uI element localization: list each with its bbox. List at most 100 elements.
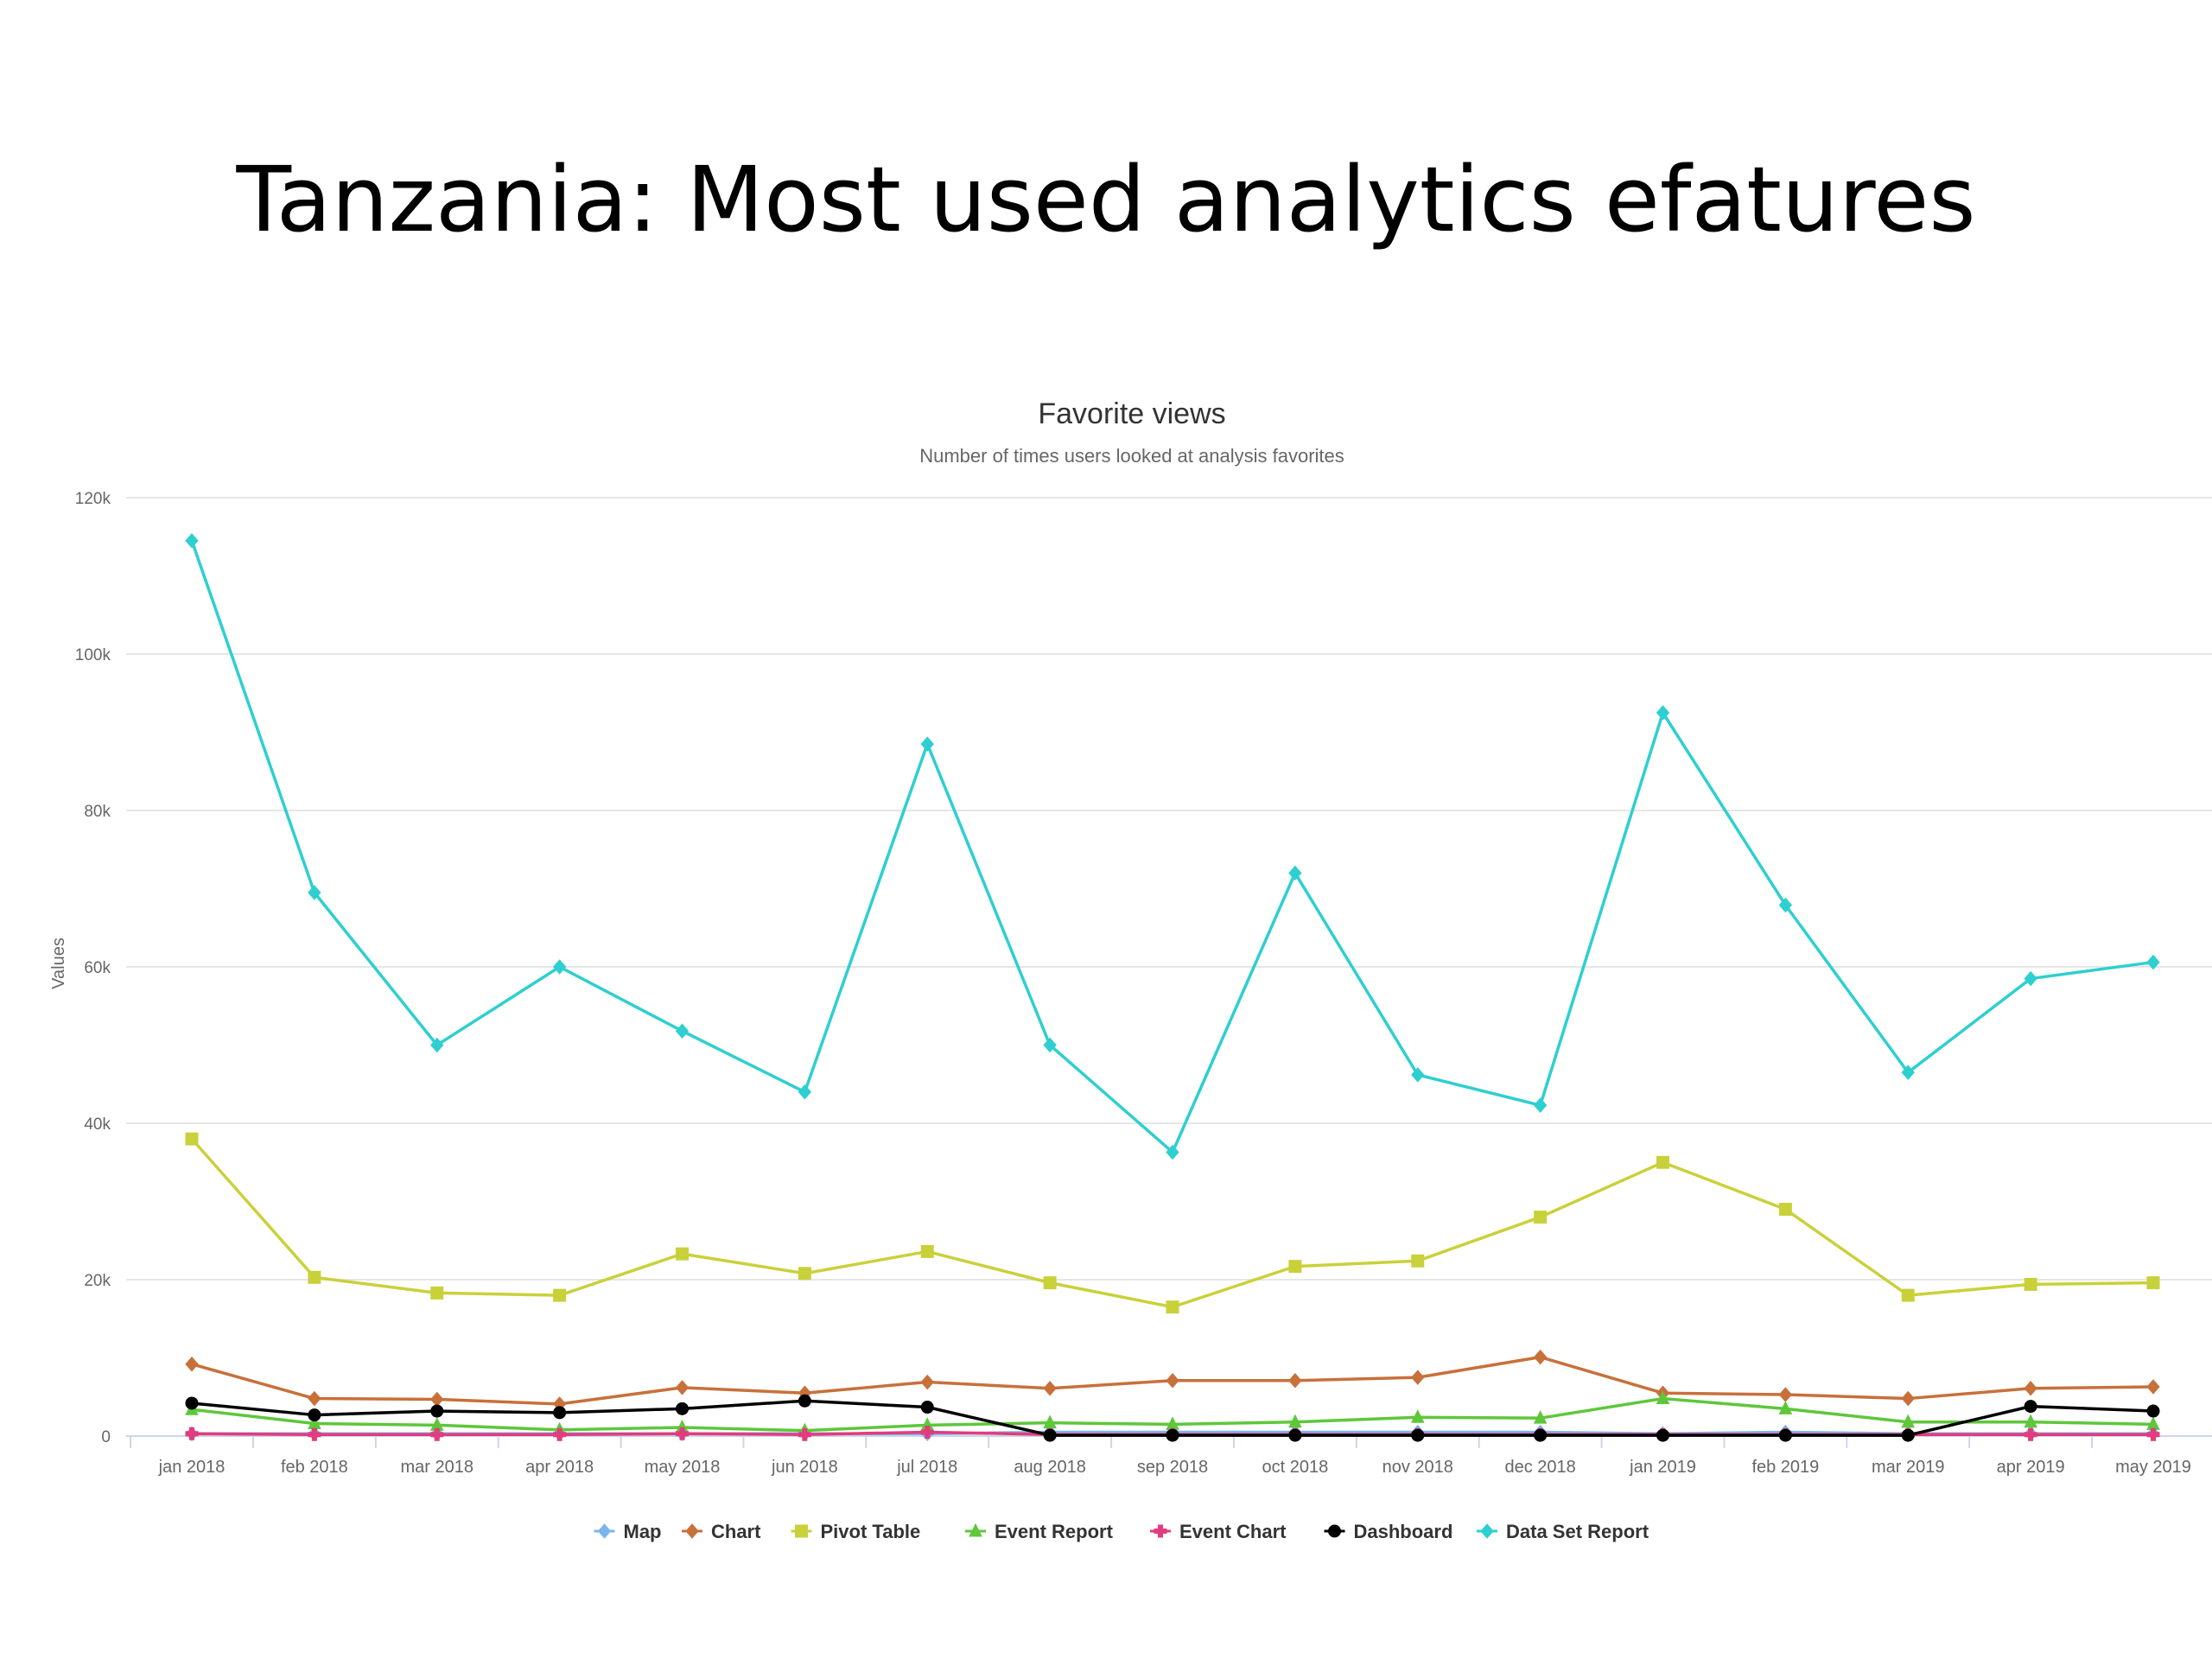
y-tick-label: 120k [75,490,111,508]
x-tick-label: oct 2018 [1262,1458,1329,1477]
data-point [1288,1260,1302,1274]
data-point [1411,1254,1425,1268]
data-point [185,1132,199,1146]
data-point [920,1374,934,1390]
legend-item[interactable]: Event Report [965,1521,1114,1542]
data-point [1901,1414,1916,1428]
data-point [1533,1097,1548,1113]
data-point [2024,1381,2037,1396]
data-point [1288,1372,1302,1389]
legend-label: Dashboard [1354,1521,1453,1542]
series-pivot-table [185,1132,2160,1314]
data-point [1043,1276,1057,1290]
x-tick-label: jan 2018 [158,1458,226,1477]
x-tick-label: apr 2018 [525,1458,594,1477]
data-point [308,1408,321,1422]
x-tick-label: aug 2018 [1014,1458,1085,1477]
data-point [1778,897,1793,913]
data-point [430,1404,444,1418]
x-tick-label: jul 2018 [896,1458,957,1477]
data-point [1778,1428,1792,1442]
y-tick-label: 0 [101,1428,111,1446]
data-point [1166,1144,1179,1160]
series-line [190,1137,2154,1309]
data-point [1656,705,1670,721]
legend-symbol [1328,1524,1341,1538]
data-point [675,1023,690,1039]
data-point [1166,1428,1179,1442]
legend-symbol [969,1522,982,1537]
data-point [430,1037,444,1053]
data-point [1656,1390,1670,1405]
data-point [2146,1404,2160,1418]
legend-item[interactable]: Map [594,1521,662,1542]
data-point [185,1427,199,1440]
x-tick-label: mar 2018 [401,1458,474,1477]
y-tick-label: 80k [84,803,111,821]
x-axis: jan 2018 feb 2018 mar 2018 apr 2018 may 2018… [130,1436,2191,1477]
data-point [185,1356,199,1372]
data-point [920,1244,934,1258]
data-point [798,1267,811,1281]
data-point [308,1427,321,1441]
data-point [2024,1400,2037,1414]
data-point [1043,1414,1057,1429]
data-point [1901,1065,1915,1080]
data-point [920,736,934,752]
legend-label: Map [624,1521,662,1542]
data-point [185,533,199,549]
data-point [553,1427,567,1441]
x-tick-label: mar 2019 [1872,1458,1945,1477]
data-point [2024,1277,2037,1291]
series-chart [185,1349,2160,1412]
x-tick-label: jun 2018 [771,1458,838,1477]
chart-subtitle: Number of times users looked at analysis… [919,445,1344,467]
data-point [1043,1037,1057,1053]
x-tick-label: feb 2019 [1751,1458,1819,1477]
data-point [676,1247,689,1261]
data-point [1778,1203,1792,1217]
data-point [920,1425,934,1439]
data-point [1288,865,1302,881]
data-point [552,959,567,975]
legend-label: Pivot Table [821,1521,921,1542]
line-chart: Favorite views Number of times users loo… [49,397,2212,1542]
legend-item[interactable]: Dashboard [1324,1521,1453,1542]
y-tick-label: 40k [84,1116,111,1134]
data-point [1166,1372,1179,1389]
x-tick-label: sep 2018 [1137,1458,1208,1477]
data-point [920,1401,934,1414]
data-point [1534,1211,1548,1224]
data-point [308,1390,321,1407]
data-point [1411,1428,1425,1442]
x-tick-label: nov 2018 [1382,1458,1453,1477]
legend-label: Chart [711,1521,761,1542]
legend-item[interactable]: Event Chart [1150,1521,1287,1542]
data-point [430,1286,444,1300]
slide-title: Tanzania: Most used analytics efatures [236,147,1976,252]
series-event-report [185,1390,2160,1437]
series-line [190,540,2154,1154]
legend-item[interactable]: Pivot Table [791,1521,921,1542]
data-point [2024,1414,2037,1428]
legend[interactable]: Map Chart Pivot Table Event Report Event Cha… [594,1521,1649,1542]
legend-symbol [1154,1524,1167,1538]
data-point [2024,1427,2037,1441]
x-tick-label: feb 2018 [281,1458,348,1477]
grid-lines [126,497,2212,1437]
data-point [553,1288,567,1302]
legend-item[interactable]: Chart [682,1521,761,1542]
data-point [2146,1427,2160,1441]
data-point [1533,1349,1548,1365]
data-point [676,1402,689,1415]
data-point [430,1391,444,1408]
data-point [1411,1370,1425,1385]
legend-item[interactable]: Data Set Report [1477,1521,1649,1542]
x-tick-label: apr 2019 [1997,1458,2065,1477]
data-point [185,1396,199,1410]
data-point [1901,1428,1915,1442]
x-tick-label: dec 2018 [1504,1458,1575,1477]
data-point [1533,1410,1548,1424]
data-point [1043,1428,1057,1442]
data-point [2024,970,2037,987]
